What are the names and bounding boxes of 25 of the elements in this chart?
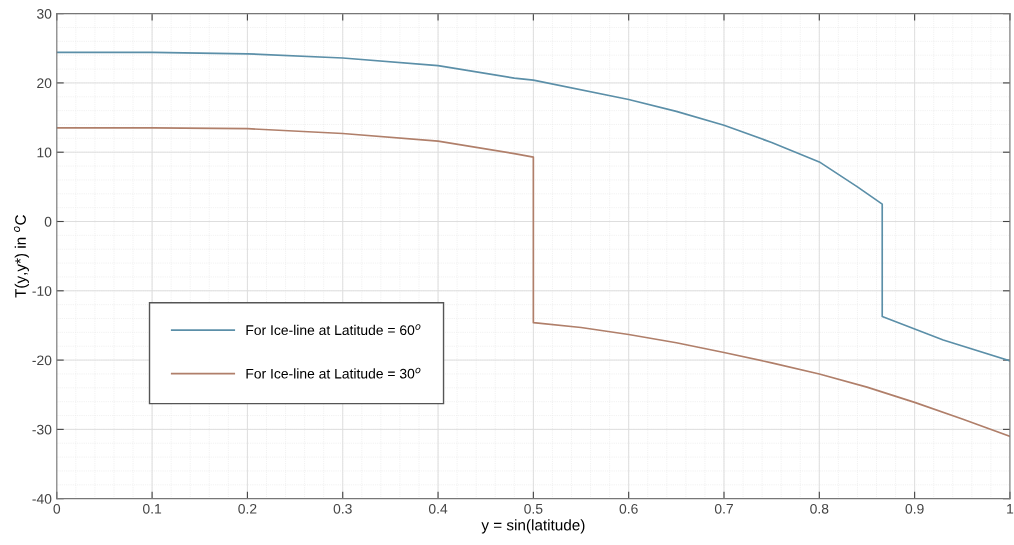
line-series bbox=[56, 127, 1010, 438]
y-tick-label: 20 bbox=[37, 78, 52, 89]
x-tick-label: 0.9 bbox=[905, 503, 924, 514]
x-tick-label: 0.1 bbox=[142, 503, 162, 514]
legend-label: For Ice-line at Latitude = 60$^{o}$ bbox=[246, 324, 421, 336]
x-tick-label: 0 bbox=[53, 503, 61, 514]
y-tick-label: 30 bbox=[37, 8, 52, 19]
y-axis-title: T(y,y*) in $^{o}$C bbox=[13, 215, 29, 298]
x-tick-label: 0.6 bbox=[619, 503, 638, 514]
line-series bbox=[56, 51, 1010, 362]
y-tick-label: -20 bbox=[32, 355, 52, 366]
y-tick-label: -40 bbox=[32, 494, 52, 504]
y-tick-label: -10 bbox=[32, 286, 52, 296]
x-tick-label: 0.8 bbox=[810, 503, 829, 514]
x-tick-label: 0.3 bbox=[333, 503, 352, 514]
y-tick-label: 0 bbox=[44, 216, 52, 227]
y-tick-label: -30 bbox=[32, 424, 52, 435]
x-tick-label: 1 bbox=[1007, 504, 1014, 514]
y-tick-label: 10 bbox=[37, 147, 52, 158]
x-tick-label: 0.2 bbox=[238, 503, 257, 514]
x-tick-label: 0.7 bbox=[714, 503, 733, 514]
legend-label: For Ice-line at Latitude = 30$^{o}$ bbox=[246, 367, 421, 379]
x-axis-title: y = sin(latitude) bbox=[481, 519, 585, 534]
x-tick-label: 0.4 bbox=[428, 503, 448, 514]
x-tick-label: 0.5 bbox=[524, 503, 543, 514]
